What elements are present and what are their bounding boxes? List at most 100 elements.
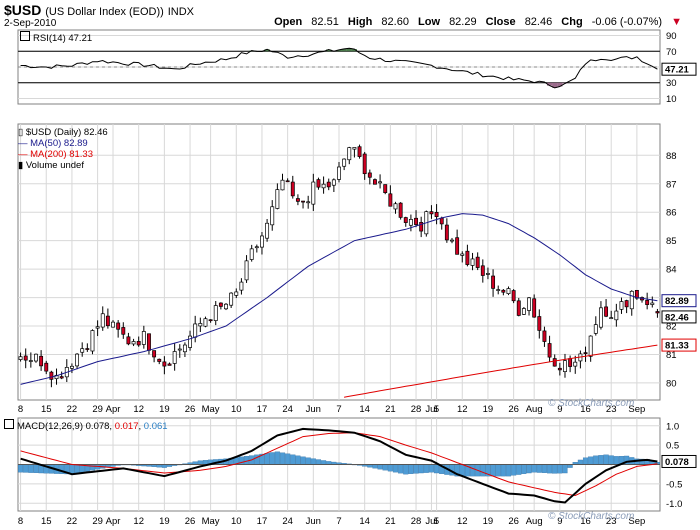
macd-histogram-bar [305,457,311,465]
macd-histogram-bar [403,464,409,475]
ma200-legend-text: MA(200) 81.33 [30,149,93,160]
watermark-macd: © StockCharts.com [548,511,635,522]
macd-histogram-bar [387,464,393,472]
close-value: 82.46 [524,16,553,28]
rsi-legend-text: RSI(14) 47.21 [33,33,93,44]
price-candle [275,183,280,210]
price-candle [234,288,239,299]
candle-body [49,371,54,380]
candle-body [85,348,90,350]
candle-body [193,323,198,338]
rsi-overbought-fill [351,49,358,52]
price-candle [316,177,321,190]
candle-body [593,324,598,334]
macd-histogram-bar [490,464,496,477]
rsi-y-tick-label: 90 [666,31,677,42]
macd-histogram-bar [310,458,316,465]
candle-body [604,306,609,317]
ma200-legend-row: — MA(200) 81.33 [18,149,93,160]
candle-body [501,289,506,293]
candle-body [398,202,403,218]
price-x-tick-label: Jun [306,404,321,415]
rsi-value-badge: 47.21 [661,62,697,76]
candle-body [244,260,249,281]
candle-body [609,317,614,319]
price-candle [44,360,49,375]
macd-y-tick-label: 0.5 [666,441,679,452]
price-candle [645,292,650,310]
price-x-tick-label: 12 [457,404,468,415]
candle-body [95,326,100,329]
price-candle [260,232,264,255]
candle-body [172,351,177,364]
candle-body [111,321,115,328]
candle-body [650,302,655,305]
rsi-overbought-fill [341,48,347,52]
price-candle [593,316,598,336]
macd-legend: MACD(12,26,9) 0.078, 0.017, 0.061 [4,419,168,432]
macd-x-tick-label: 17 [257,516,268,527]
macd-histogram-bar [603,454,609,465]
close-label: Close [485,16,516,28]
price-candle [434,204,439,225]
macd-histogram-bar [269,452,275,465]
price-x-tick-label: 10 [231,404,242,415]
candle-body [152,350,157,358]
price-candle [306,195,311,209]
rsi-line [20,47,658,89]
candle-body [218,302,223,307]
candle-body [203,318,208,327]
price-candle [563,353,567,378]
macd-histogram-bar [74,464,80,474]
macd-histogram-bar [562,464,568,474]
macd-histogram-bar [89,464,96,471]
macd-histogram-bar [197,460,203,465]
price-candle [480,259,485,283]
candle-body [295,198,300,202]
price-candle [537,309,542,339]
candle-body [157,358,162,362]
signal-legend-value: 0.017 [114,421,139,432]
macd-histogram-bar [531,464,537,473]
price-candle [290,175,295,199]
candle-body [629,290,634,310]
price-x-tick-label: 7 [336,404,341,415]
macd-x-tick-label: Apr [106,516,121,527]
macd-histogram-bar [511,464,517,476]
price-x-tick-label: 22 [67,404,78,415]
price-y-tick-label: 82 [666,322,677,333]
price-candle [634,289,639,300]
macd-histogram-bar [285,453,291,465]
macd-histogram-bar [552,464,558,474]
price-candle [414,210,418,228]
price-y-tick-label: 86 [666,208,677,219]
price-candle [244,255,249,283]
price-x-tick-label: Apr [106,404,121,415]
price-x-tick-label: 26 [185,404,196,415]
price-candle [162,356,167,375]
macd-histogram-bar [495,464,501,477]
candle-body [491,275,496,289]
candle-body [557,367,562,371]
price-candle [188,330,192,351]
candle-body [275,189,280,209]
rsi-swatch-icon [20,31,30,41]
rsi-oversold-fill [546,82,553,86]
price-candle [18,352,23,362]
candle-body [383,184,388,193]
high-value: 82.60 [381,16,409,28]
price-candle [362,151,367,180]
candle-body [624,300,629,308]
price-candle [542,326,547,347]
price-x-tick-label: 16 [580,404,591,415]
candle-body [285,180,290,183]
macd-swatch-icon [4,419,14,429]
macd-x-tick-label: 12 [457,516,468,527]
candle-body [527,297,531,311]
macd-value-badge-text: 0.078 [665,457,689,468]
macd-x-tick-label: 7 [336,516,341,527]
candle-body [34,353,38,362]
price-candle [331,178,336,193]
rsi-overbought-fill [326,49,332,52]
candle-body [126,336,131,345]
